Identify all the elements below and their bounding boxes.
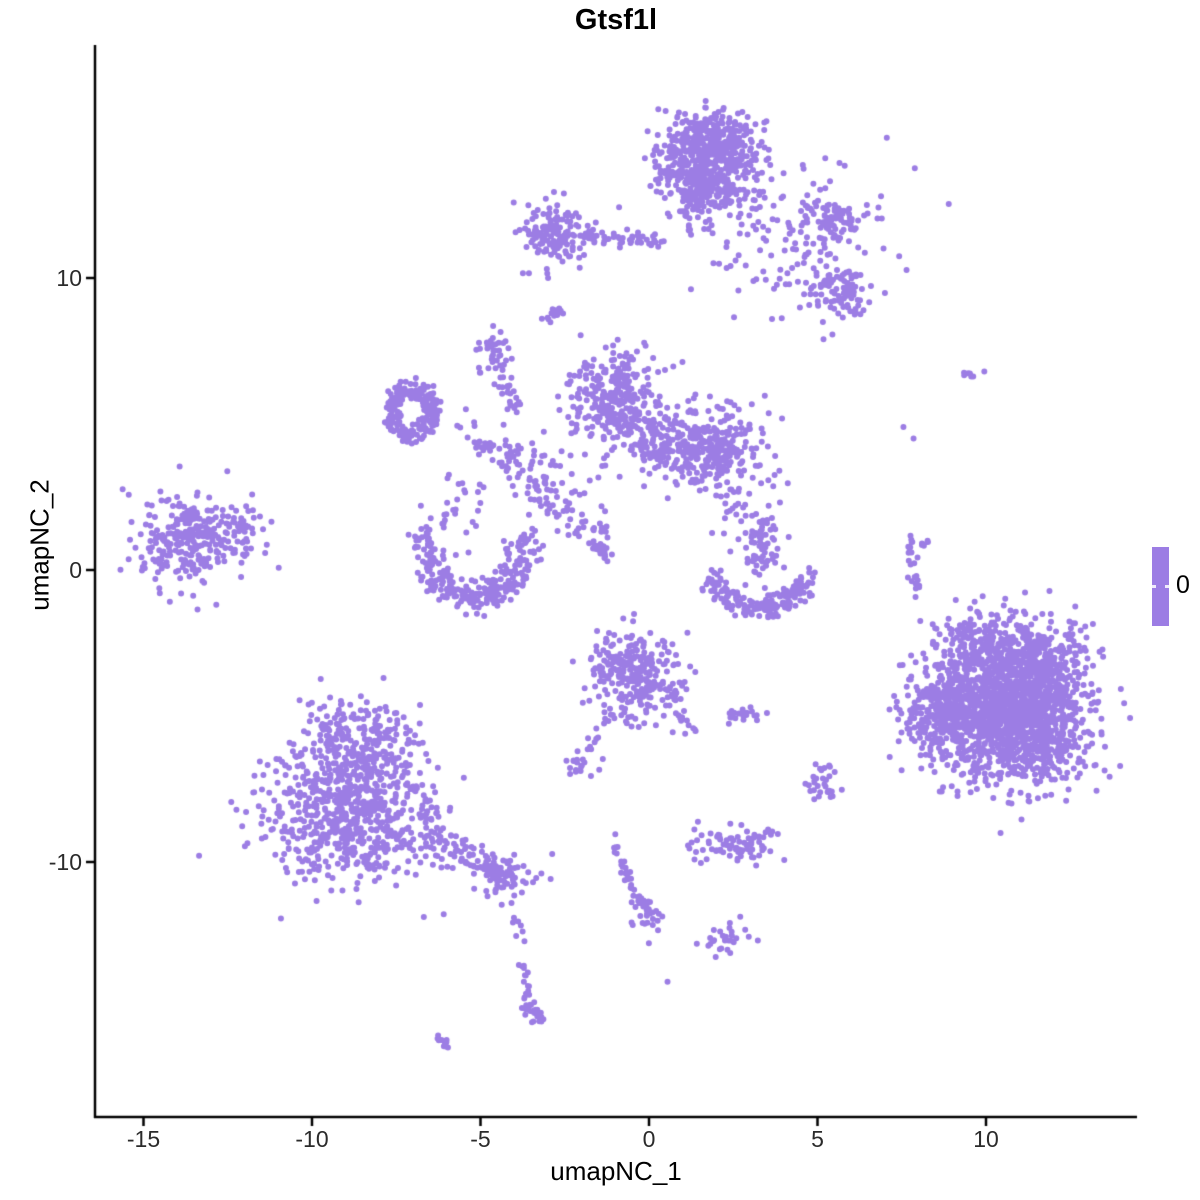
y-tick-label: 10	[56, 265, 82, 291]
x-tick-label: -10	[295, 1126, 329, 1152]
legend-tick-icon	[1165, 585, 1169, 588]
y-axis-title: umapNC_2	[24, 479, 55, 611]
x-tick-label: 0	[642, 1126, 656, 1152]
legend-tick-icon	[1152, 585, 1156, 588]
y-tick-label: -10	[48, 849, 82, 875]
legend-colorbar	[1152, 547, 1169, 626]
x-tick-label: 5	[811, 1126, 824, 1152]
y-tick-label: 0	[69, 557, 82, 583]
legend-label: 0	[1176, 571, 1190, 599]
x-tick-label: 10	[973, 1126, 999, 1152]
x-tick-label: -15	[126, 1126, 161, 1152]
x-tick-label: -5	[470, 1126, 491, 1152]
x-axis-title: umapNC_1	[550, 1156, 682, 1186]
